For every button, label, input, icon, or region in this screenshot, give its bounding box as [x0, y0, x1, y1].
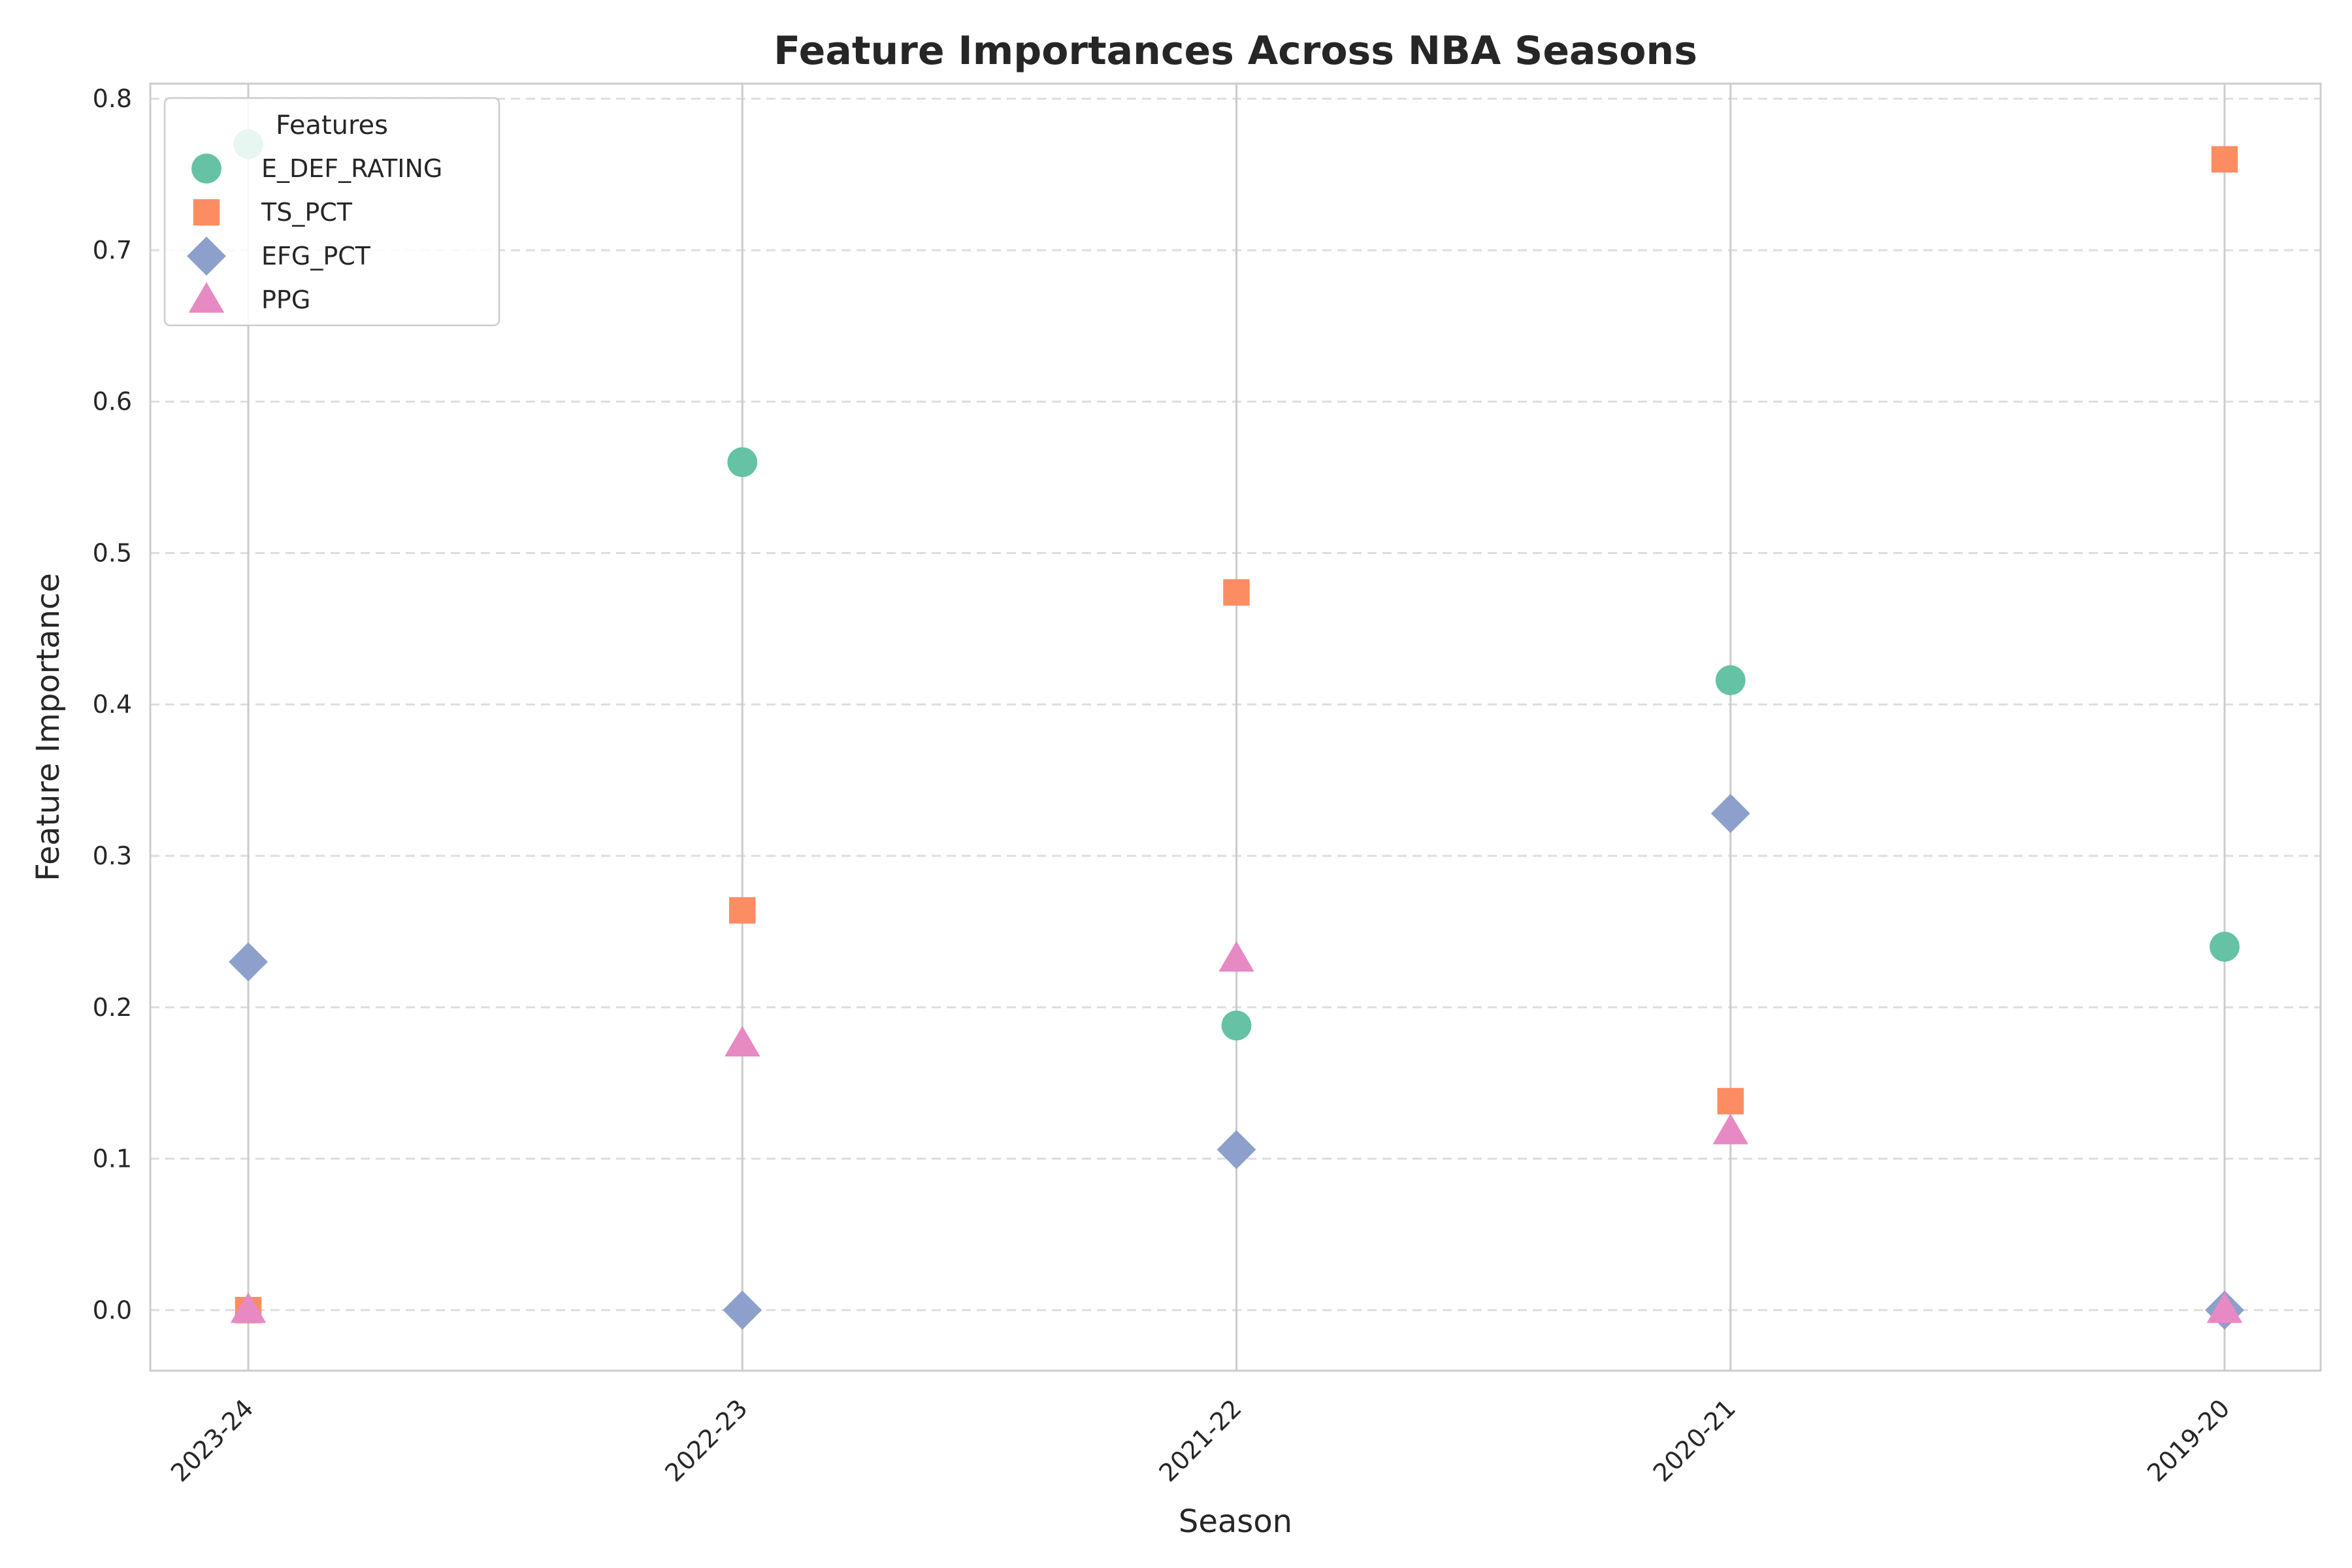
y-tick-label: 0.8: [93, 84, 132, 113]
data-point-ts-pct: [1717, 1088, 1744, 1115]
data-point-ppg: [2206, 1292, 2243, 1323]
legend-title: Features: [276, 110, 388, 140]
x-axis-label: Season: [1179, 1503, 1292, 1540]
y-tick-label: 0.3: [93, 841, 132, 870]
y-tick-label: 0.0: [93, 1296, 132, 1324]
legend-items: E_DEF_RATING TS_PCT EFG_PCT PPG: [187, 154, 442, 314]
y-tick-label: 0.5: [93, 538, 132, 567]
y-tick-label: 0.2: [93, 993, 132, 1022]
legend-label: TS_PCT: [261, 198, 353, 227]
data-point-ts-pct: [729, 897, 756, 924]
data-point-ts-pct: [1223, 579, 1250, 606]
legend-label: PPG: [261, 286, 310, 314]
y-axis-ticks: 0.0 0.1 0.2 0.3 0.4 0.5 0.6 0.7 0.8: [93, 84, 132, 1324]
y-tick-label: 0.4: [93, 690, 132, 719]
data-point-ts-pct: [2211, 146, 2238, 173]
legend-label: E_DEF_RATING: [261, 154, 442, 183]
data-point-efg-pct: [723, 1290, 762, 1330]
plot-frame: [149, 82, 2322, 1372]
data-point-efg-pct: [229, 942, 268, 982]
data-point-efg-pct: [1217, 1130, 1256, 1169]
data-point-ppg: [230, 1292, 267, 1323]
data-points: [229, 129, 2244, 1330]
y-tick-label: 0.1: [93, 1145, 132, 1173]
data-point-ppg: [724, 1026, 760, 1057]
legend-label: EFG_PCT: [261, 242, 371, 270]
data-point-ppg: [1712, 1113, 1749, 1145]
data-point-e-def-rating: [2210, 932, 2240, 962]
legend-box: [163, 97, 500, 327]
y-axis-label: Feature Importance: [30, 573, 67, 881]
data-point-e-def-rating: [1715, 665, 1746, 696]
data-point-ppg: [1218, 941, 1254, 972]
legend-marker-efg-pct: [187, 237, 226, 276]
legend: Features E_DEF_RATING TS_PCT EFG_PCT PPG: [163, 97, 500, 327]
legend-marker-ppg: [188, 282, 225, 313]
legend-marker-ts-pct: [193, 199, 220, 226]
data-point-efg-pct: [1710, 794, 1750, 834]
y-tick-label: 0.6: [93, 387, 132, 416]
data-point-e-def-rating: [1221, 1010, 1252, 1041]
data-point-e-def-rating: [727, 447, 758, 478]
chart-title: Feature Importances Across NBA Seasons: [774, 28, 1697, 74]
y-tick-label: 0.7: [93, 236, 132, 265]
legend-marker-e-def-rating: [191, 154, 221, 184]
